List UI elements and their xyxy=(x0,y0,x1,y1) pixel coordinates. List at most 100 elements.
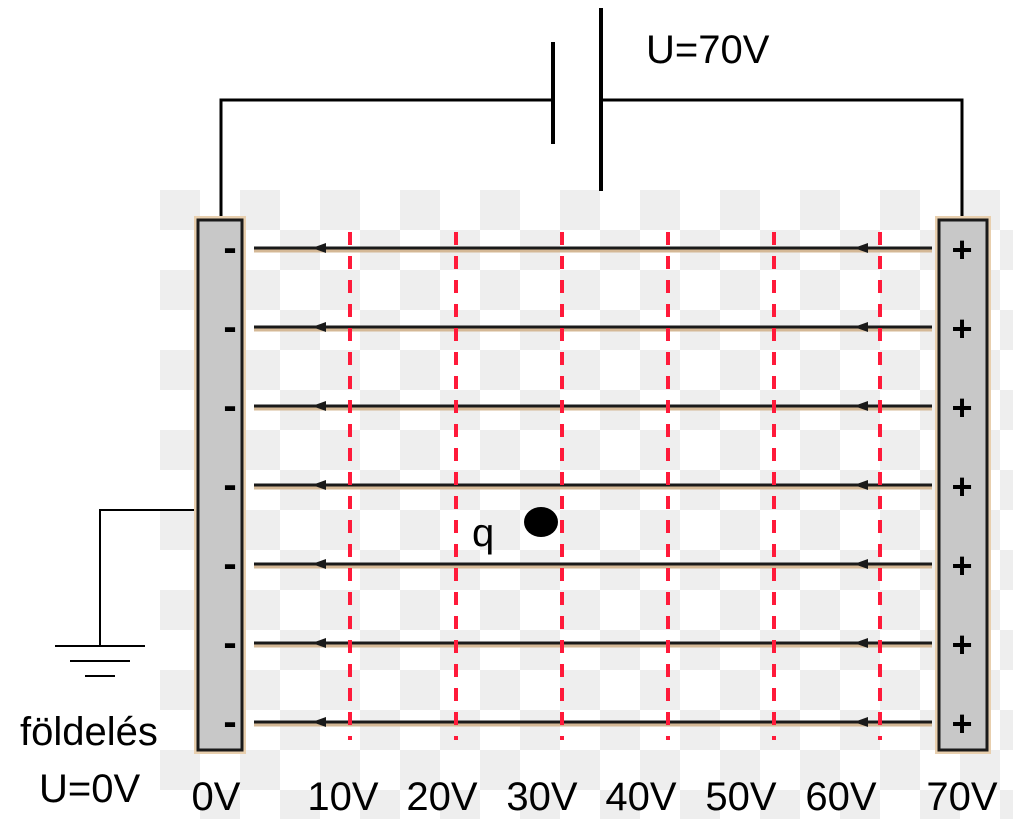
checker-square xyxy=(480,270,520,310)
checker-square xyxy=(680,710,720,750)
checker-square xyxy=(160,670,200,710)
checker-square xyxy=(720,190,760,230)
field-arrow-icon xyxy=(312,717,326,727)
checker-square xyxy=(720,750,760,790)
checker-square xyxy=(240,270,280,310)
checker-square xyxy=(960,750,1000,790)
field-lines xyxy=(254,243,932,727)
checker-square xyxy=(720,270,760,310)
checker-square xyxy=(240,510,280,550)
minus-sign: - xyxy=(223,305,236,349)
checker-square xyxy=(160,430,200,470)
voltage-label: 70V xyxy=(926,775,998,819)
checker-square xyxy=(320,670,360,710)
checker-square xyxy=(1000,710,1013,750)
checker-square xyxy=(520,630,560,670)
checker-square xyxy=(800,430,840,470)
checker-square xyxy=(800,670,840,710)
checker-square xyxy=(520,470,560,510)
checker-square xyxy=(800,750,840,790)
checker-square xyxy=(240,190,280,230)
checker-square xyxy=(480,670,520,710)
checker-square xyxy=(640,270,680,310)
checker-square xyxy=(560,270,600,310)
minus-sign: - xyxy=(223,226,236,270)
checker-square xyxy=(880,270,920,310)
checker-square xyxy=(880,430,920,470)
voltage-label: 40V xyxy=(605,775,677,819)
plate-signs: - + - + - + - + - + - + - + xyxy=(223,226,972,744)
ground-wire xyxy=(99,509,196,645)
checker-square xyxy=(400,190,440,230)
checker-square xyxy=(320,350,360,390)
checker-square xyxy=(840,710,880,750)
plus-sign: + xyxy=(951,387,972,428)
checker-square xyxy=(320,430,360,470)
checker-square xyxy=(840,550,880,590)
checker-square xyxy=(280,710,320,750)
checker-square xyxy=(1000,630,1013,670)
field-arrow-icon xyxy=(854,401,868,411)
checker-square xyxy=(440,630,480,670)
ground-voltage-label: U=0V xyxy=(39,767,141,811)
checker-square xyxy=(360,790,400,819)
field-arrow-icon xyxy=(854,243,868,253)
checker-square xyxy=(880,510,920,550)
checker-square xyxy=(1000,470,1013,510)
field-arrow-icon xyxy=(854,638,868,648)
checker-square xyxy=(480,510,520,550)
checker-square xyxy=(640,670,680,710)
checker-square xyxy=(600,790,640,819)
checker-square xyxy=(680,470,720,510)
checker-square xyxy=(1000,390,1013,430)
checker-square xyxy=(640,430,680,470)
checker-square xyxy=(800,590,840,630)
ground-label: földelés xyxy=(20,710,158,754)
checker-square xyxy=(400,670,440,710)
right-plate xyxy=(937,218,989,752)
checker-square xyxy=(840,470,880,510)
checker-square xyxy=(560,190,600,230)
checker-square xyxy=(160,270,200,310)
checker-square xyxy=(400,750,440,790)
field-arrow-icon xyxy=(312,401,326,411)
checker-square xyxy=(280,470,320,510)
equipotential-lines xyxy=(348,232,882,740)
checker-square xyxy=(160,510,200,550)
minus-sign: - xyxy=(223,463,236,507)
voltage-label: 50V xyxy=(705,775,777,819)
checker-square xyxy=(360,710,400,750)
checker-square xyxy=(280,550,320,590)
field-arrow-icon xyxy=(312,559,326,569)
checker-square xyxy=(480,590,520,630)
plus-sign: + xyxy=(951,466,972,507)
checker-square xyxy=(400,510,440,550)
checker-square xyxy=(240,590,280,630)
checker-square xyxy=(880,670,920,710)
checker-square xyxy=(560,350,600,390)
checker-square xyxy=(400,590,440,630)
checker-square xyxy=(760,630,800,670)
checker-square xyxy=(800,510,840,550)
checker-square xyxy=(360,470,400,510)
checker-square xyxy=(1000,310,1013,350)
field-arrow-icon xyxy=(854,322,868,332)
checker-square xyxy=(400,350,440,390)
checker-square xyxy=(680,630,720,670)
checker-square xyxy=(640,190,680,230)
voltage-label: 20V xyxy=(406,775,478,819)
circuit-wires xyxy=(55,8,964,677)
checker-square xyxy=(720,590,760,630)
checker-square xyxy=(160,190,200,230)
checker-square xyxy=(400,430,440,470)
plus-sign: + xyxy=(951,229,972,270)
checker-square xyxy=(160,750,200,790)
checker-square xyxy=(400,270,440,310)
voltage-label: 0V xyxy=(191,775,241,819)
checker-square xyxy=(560,430,600,470)
field-arrow-icon xyxy=(312,638,326,648)
checker-square xyxy=(1000,550,1013,590)
checker-square xyxy=(520,550,560,590)
checker-square xyxy=(560,590,600,630)
